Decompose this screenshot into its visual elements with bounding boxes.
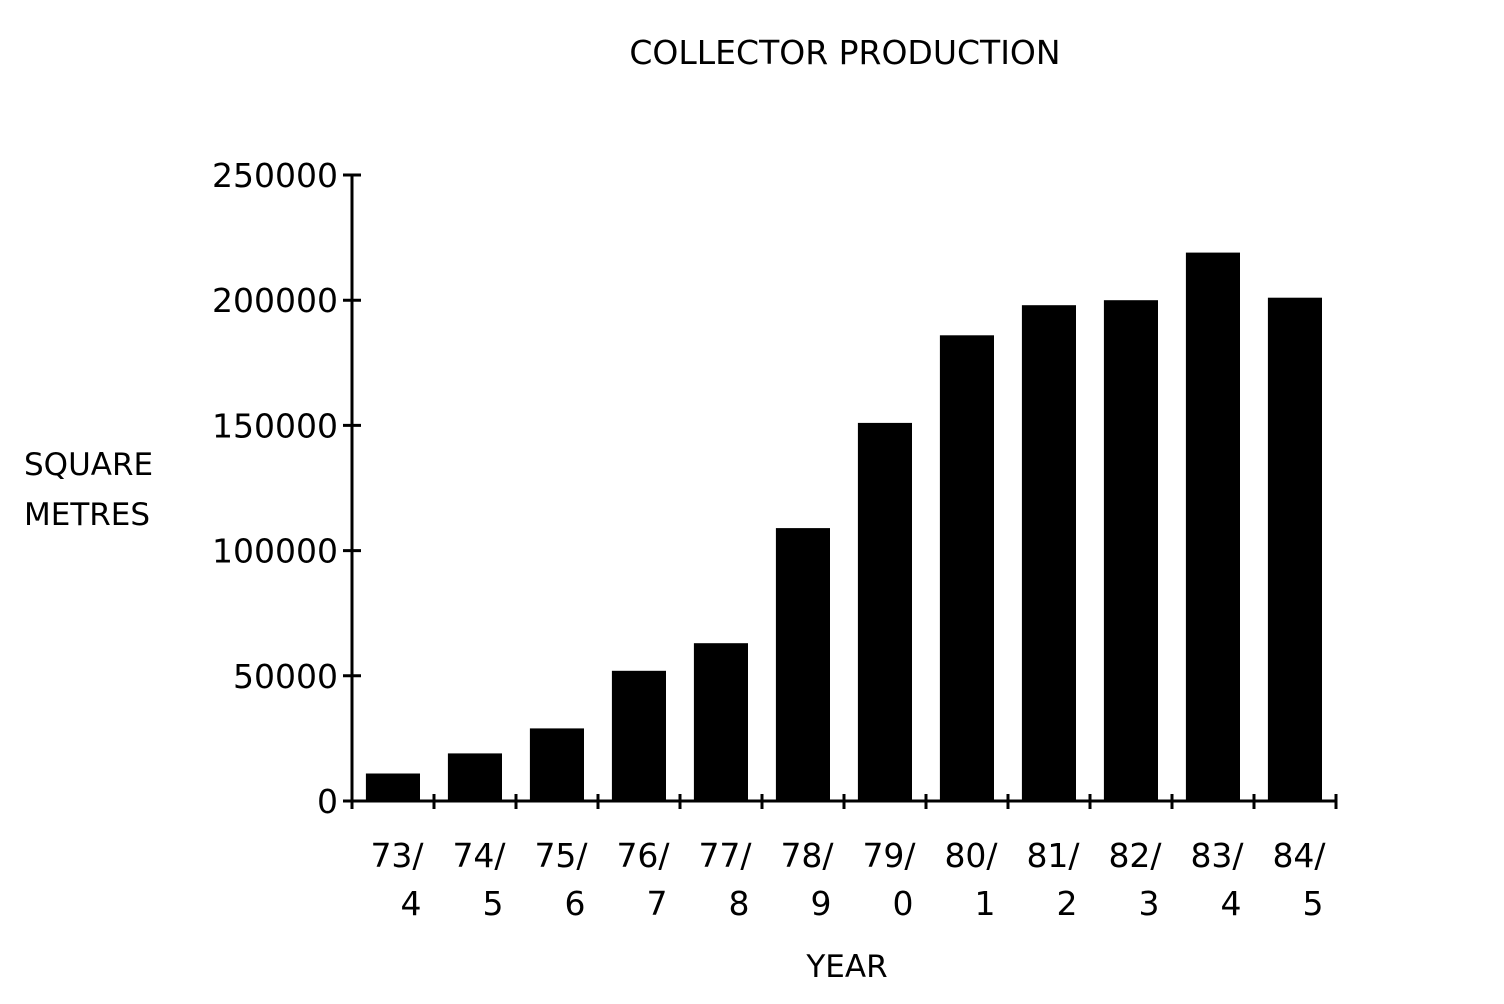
bar-9 (1021, 305, 1076, 801)
y-axis-label-line-2: METRES (24, 497, 150, 533)
y-tick-label: 200000 (212, 281, 338, 320)
bar-10 (1103, 300, 1158, 801)
category-label-line-1: 83/ (1190, 836, 1244, 875)
category-label-line-1: 79/ (862, 836, 916, 875)
category-label-line-1: 73/ (370, 836, 424, 875)
y-tick-label: 100000 (212, 532, 338, 571)
bars-group (365, 252, 1322, 802)
axes-group (343, 173, 1338, 809)
category-label-line-1: 80/ (944, 836, 998, 875)
x-axis-label: YEAR (805, 949, 887, 985)
bar-6 (775, 528, 830, 801)
bar-4 (611, 670, 666, 801)
bar-5 (693, 643, 748, 801)
category-label-line-2: 5 (1303, 884, 1324, 923)
y-tick-label: 0 (317, 782, 338, 821)
category-label-line-1: 81/ (1026, 836, 1080, 875)
y-tick-label: 250000 (212, 156, 338, 195)
y-tick-label: 50000 (233, 657, 338, 696)
category-label-line-1: 75/ (534, 836, 588, 875)
y-axis-label-line-1: SQUARE (24, 447, 153, 483)
category-label-line-2: 6 (565, 884, 586, 923)
category-label-line-1: 76/ (616, 836, 670, 875)
bar-2 (447, 753, 502, 801)
bar-12 (1267, 297, 1322, 801)
category-label-line-2: 1 (975, 884, 996, 923)
category-label-line-1: 82/ (1108, 836, 1162, 875)
category-label-line-1: 74/ (452, 836, 506, 875)
category-label-line-1: 77/ (698, 836, 752, 875)
y-tick-labels-group: 0 50000 100000 150000 200000 250000 (212, 156, 338, 821)
category-label-line-2: 4 (401, 884, 422, 923)
category-label-line-2: 9 (811, 884, 832, 923)
category-label-line-1: 84/ (1272, 836, 1326, 875)
bar-7 (857, 422, 912, 801)
chart-title: COLLECTOR PRODUCTION (629, 33, 1060, 72)
category-label-line-2: 8 (729, 884, 750, 923)
category-label-line-2: 5 (483, 884, 504, 923)
y-tick-label: 150000 (212, 406, 338, 445)
category-label-line-2: 0 (893, 884, 914, 923)
category-label-line-2: 2 (1057, 884, 1078, 923)
category-label-line-1: 78/ (780, 836, 834, 875)
bar-11 (1185, 252, 1240, 802)
bar-3 (529, 728, 584, 801)
bar-1 (365, 773, 420, 801)
category-labels-group: 73/4 74/5 75/6 76/7 77/8 78/9 79/0 80/1 81/2 82/3… (370, 836, 1326, 923)
category-label-line-2: 4 (1221, 884, 1242, 923)
category-label-line-2: 3 (1139, 884, 1160, 923)
category-label-line-2: 7 (647, 884, 668, 923)
bar-8 (939, 335, 994, 801)
